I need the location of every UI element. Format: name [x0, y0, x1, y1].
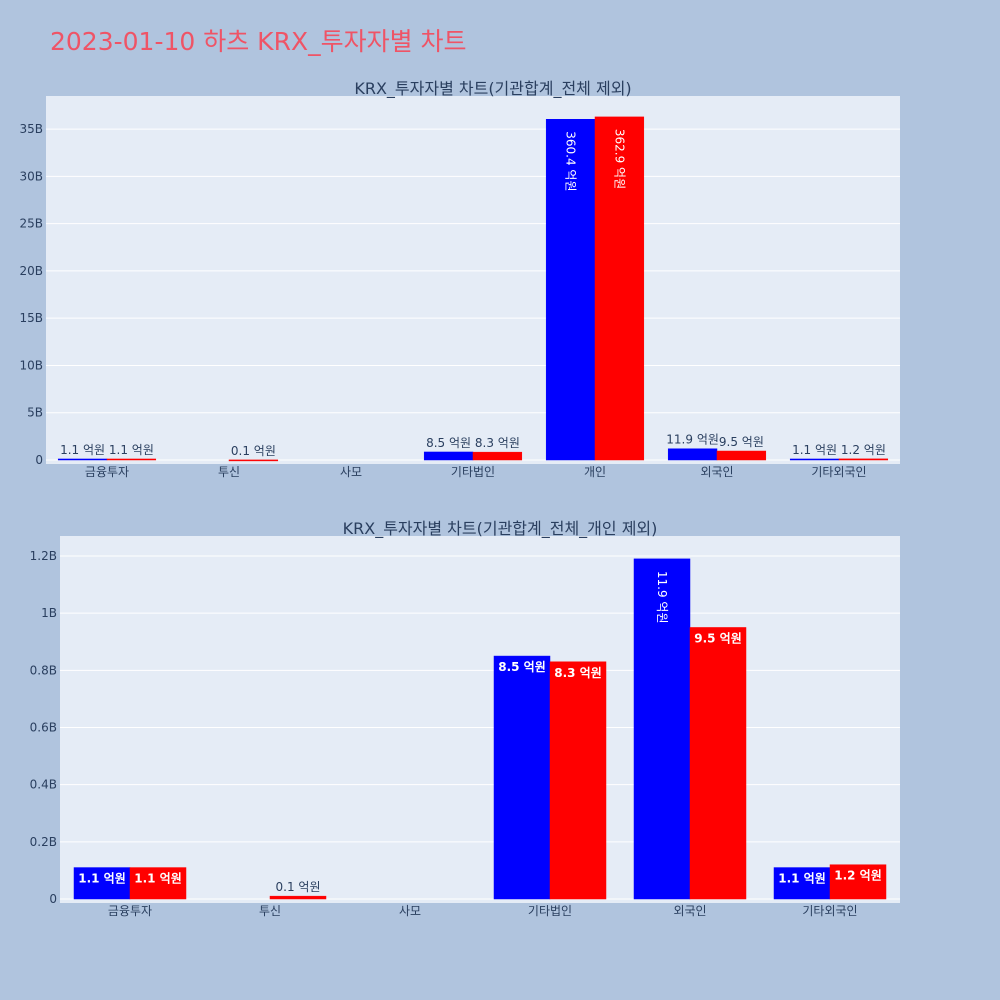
bar — [545, 119, 596, 461]
y-tick-label: 0.4B — [30, 778, 57, 792]
y-tick-label: 0 — [35, 453, 43, 467]
bar — [73, 867, 131, 900]
page-title: 2023-01-10 하츠 KRX_투자자별 차트 — [50, 27, 467, 56]
x-tick-label: 기타법인 — [528, 904, 572, 918]
data-label: 1.1 억원 — [778, 872, 826, 886]
bar — [689, 627, 747, 900]
bar — [773, 867, 831, 900]
bar — [594, 116, 645, 461]
data-label: 1.1 억원 — [792, 443, 837, 457]
y-tick-label: 10B — [19, 358, 43, 372]
plot-area — [46, 96, 900, 464]
y-tick-label: 35B — [19, 122, 43, 136]
data-label: 9.5 억원 — [694, 631, 742, 645]
data-label: 0.1 억원 — [276, 880, 321, 894]
x-tick-label: 금융투자 — [85, 465, 129, 479]
bar — [789, 458, 840, 461]
bar — [129, 867, 187, 900]
data-label: 1.1 억원 — [60, 443, 105, 457]
x-tick-label: 개인 — [584, 465, 606, 479]
bar — [228, 459, 279, 462]
y-tick-label: 5B — [27, 406, 43, 420]
x-tick-label: 기타외국인 — [811, 465, 866, 479]
data-label: 1.1 억원 — [109, 443, 154, 457]
data-label: 1.1 억원 — [78, 872, 126, 886]
data-label: 8.5 억원 — [426, 436, 471, 450]
x-tick-label: 금융투자 — [108, 904, 152, 918]
chart-1: 0 5B 10B 15B 20B 25B 30B 35B KRX_투자자별 차트(기관합계_전체… — [19, 79, 900, 479]
data-label: 1.1 억원 — [134, 872, 182, 886]
y-tick-label: 0 — [49, 892, 57, 906]
x-tick-label: 투신 — [218, 465, 240, 479]
y-tick-label: 0.2B — [30, 835, 57, 849]
bar — [57, 458, 108, 461]
chart-title: KRX_투자자별 차트(기관합계_전체 제외) — [354, 79, 631, 99]
bar — [423, 451, 474, 461]
x-tick-label: 외국인 — [700, 465, 733, 479]
chart-title: KRX_투자자별 차트(기관합계_전체_개인 제외) — [343, 519, 658, 539]
y-tick-label: 15B — [19, 311, 43, 325]
y-tick-label: 25B — [19, 217, 43, 231]
bar — [549, 661, 607, 900]
x-tick-label: 투신 — [259, 904, 281, 918]
y-tick-label: 1.2B — [30, 549, 57, 563]
bar — [667, 448, 718, 461]
data-label: 8.3 억원 — [554, 666, 602, 680]
y-tick-label: 0.8B — [30, 663, 57, 677]
data-label: 1.2 억원 — [834, 869, 882, 883]
y-tick-label: 1B — [41, 606, 57, 620]
y-tick-label: 20B — [19, 264, 43, 278]
y-tick-label: 0.6B — [30, 721, 57, 735]
x-tick-label: 기타법인 — [451, 465, 495, 479]
chart-2: 0 0.2B 0.4B 0.6B 0.8B 1B 1.2B KRX_투자자별 차트(기관합계_… — [30, 519, 900, 918]
bar — [829, 864, 887, 900]
data-label: 8.3 억원 — [475, 436, 520, 450]
bar — [838, 458, 889, 461]
plot-area — [60, 536, 900, 903]
data-label: 360.4 억원 — [564, 131, 578, 191]
x-tick-label: 외국인 — [673, 904, 706, 918]
data-label: 9.5 억원 — [719, 435, 764, 449]
bar — [493, 655, 551, 900]
data-label: 0.1 억원 — [231, 444, 276, 458]
x-tick-label: 기타외국인 — [802, 904, 857, 918]
bar — [716, 450, 767, 461]
x-tick-label: 사모 — [340, 465, 362, 479]
bar — [472, 451, 523, 461]
data-label: 362.9 억원 — [612, 129, 626, 189]
data-label: 8.5 억원 — [498, 660, 546, 674]
data-label: 11.9 억원 — [655, 571, 669, 624]
bar — [106, 458, 157, 461]
bar — [269, 895, 327, 900]
data-label: 1.2 억원 — [841, 443, 886, 457]
y-tick-label: 30B — [19, 169, 43, 183]
data-label: 11.9 억원 — [666, 433, 719, 447]
x-tick-label: 사모 — [399, 904, 421, 918]
